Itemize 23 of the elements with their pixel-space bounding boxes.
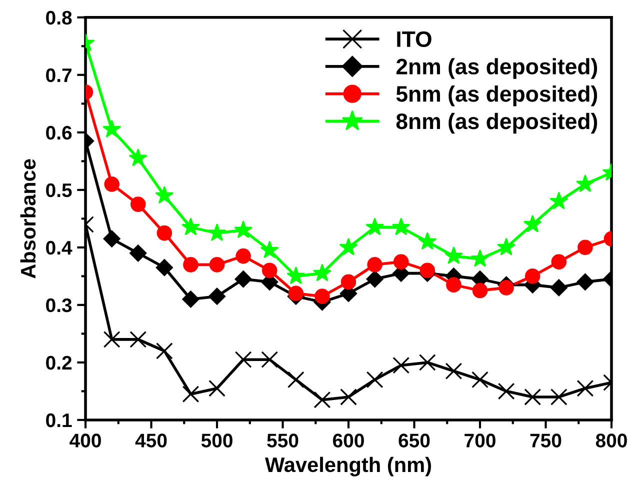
legend-label: ITO (397, 31, 432, 48)
y-tick-label: 0.7 (46, 68, 72, 82)
legend-label: 8nm (as deposited) (396, 112, 598, 134)
x-tick-label: 800 (596, 434, 627, 448)
y-tick-label: 0.5 (46, 183, 72, 198)
y-tick-label: 0.6 (46, 126, 72, 140)
y-axis-title: Absorbance (20, 159, 36, 278)
x-tick-label: 500 (201, 434, 232, 448)
x-tick-label: 700 (464, 434, 496, 448)
y-tick-label: 0.1 (46, 413, 72, 428)
y-tick-label: 0.4 (46, 240, 72, 255)
y-tick-label: 0.3 (46, 298, 72, 312)
x-tick-label: 550 (267, 434, 298, 448)
legend-label: 2nm (as deposited) (396, 58, 598, 79)
x-tick-label: 400 (70, 434, 101, 448)
x-tick-label: 650 (398, 434, 430, 448)
x-tick-label: 750 (530, 434, 562, 448)
x-tick-label: 600 (333, 434, 364, 448)
y-tick-label: 0.8 (46, 10, 72, 25)
y-tick-label: 0.2 (46, 356, 72, 370)
legend-label: 5nm (as deposited) (396, 85, 598, 106)
x-axis-title: Wavelength (nm) (265, 456, 431, 476)
x-tick-label: 450 (135, 434, 167, 448)
